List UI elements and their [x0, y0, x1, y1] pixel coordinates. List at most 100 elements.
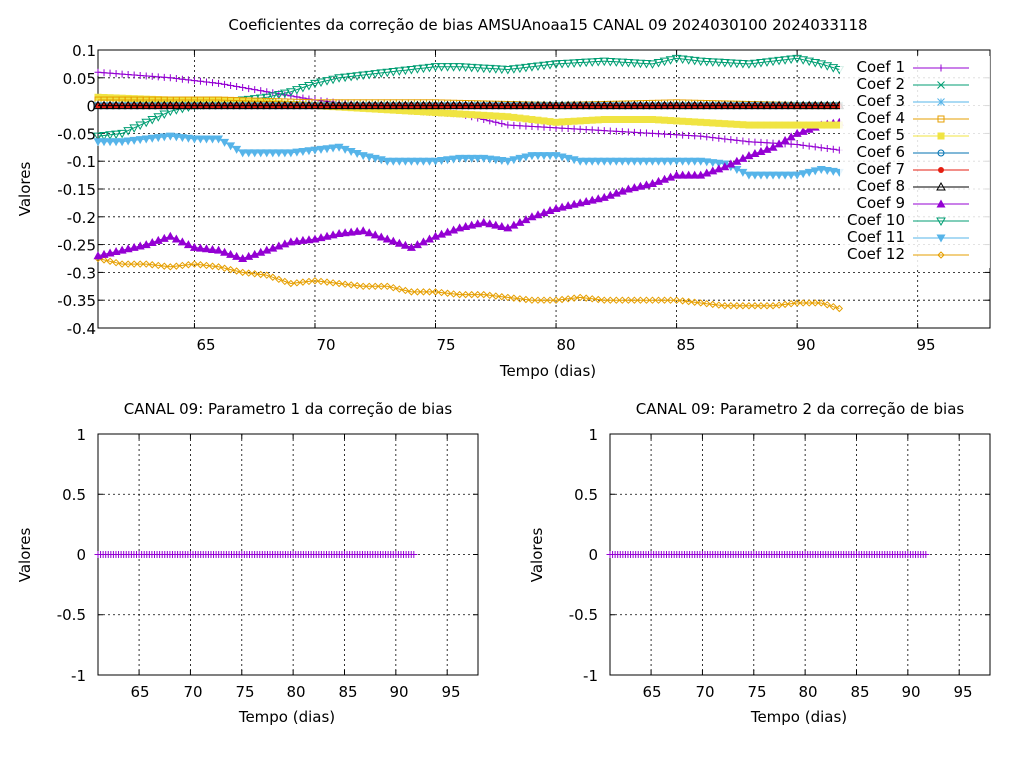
- data-point: [816, 100, 827, 110]
- data-point: [201, 135, 211, 144]
- data-point: [316, 100, 326, 110]
- data-point: [671, 100, 682, 110]
- legend-label: Coef 6: [857, 143, 905, 161]
- data-point: [786, 100, 796, 110]
- data-point: [696, 157, 706, 166]
- data-point: [582, 117, 590, 125]
- x-tick-label: 75: [436, 336, 455, 354]
- data-point: [172, 262, 181, 270]
- data-point: [256, 149, 266, 158]
- x-tick-label: 95: [916, 336, 935, 354]
- data-point: [751, 121, 759, 129]
- data-point: [617, 186, 627, 195]
- data-point: [232, 145, 242, 154]
- data-point: [835, 121, 843, 129]
- data-point: [298, 235, 308, 244]
- data-point: [630, 128, 638, 136]
- data-point: [280, 239, 290, 248]
- data-point: [533, 100, 543, 110]
- data-point: [184, 76, 192, 84]
- data-point: [286, 149, 296, 158]
- data-point: [166, 74, 174, 82]
- data-point: [793, 299, 801, 307]
- data-point: [528, 116, 536, 123]
- data-point: [251, 86, 259, 94]
- data-point: [527, 63, 537, 72]
- data-point: [448, 63, 459, 72]
- data-point: [774, 171, 784, 180]
- data-point: [418, 64, 429, 74]
- data-point: [641, 100, 652, 110]
- data-point: [624, 116, 632, 123]
- data-point: [389, 106, 397, 114]
- data-point: [635, 100, 646, 110]
- data-point: [286, 88, 296, 97]
- data-point: [937, 81, 945, 89]
- data-point: [443, 156, 453, 165]
- data-point: [744, 171, 754, 180]
- data-point: [221, 80, 229, 88]
- data-point: [454, 63, 465, 72]
- data-point: [786, 55, 796, 65]
- data-point: [744, 151, 754, 160]
- data-point: [695, 57, 706, 67]
- data-point: [780, 56, 790, 65]
- data-point: [316, 145, 326, 154]
- data-point: [424, 63, 435, 73]
- data-point: [136, 95, 144, 103]
- data-point: [316, 78, 326, 87]
- data-point: [937, 251, 945, 259]
- data-point: [401, 286, 410, 295]
- data-point: [432, 109, 440, 117]
- data-point: [570, 117, 578, 125]
- data-point: [936, 181, 946, 191]
- data-point: [822, 100, 833, 110]
- x-tick-label: 70: [183, 683, 202, 701]
- data-point: [510, 294, 518, 302]
- data-point: [829, 302, 838, 311]
- data-point: [727, 120, 735, 128]
- data-point: [709, 300, 717, 309]
- data-point: [798, 170, 808, 179]
- data-point: [713, 58, 724, 68]
- data-point: [605, 190, 615, 199]
- data-point: [533, 152, 543, 161]
- data-point: [135, 121, 146, 131]
- data-point: [268, 243, 278, 252]
- data-point: [395, 106, 403, 114]
- data-point: [406, 65, 417, 75]
- data-point: [707, 58, 718, 67]
- data-point: [695, 100, 706, 110]
- data-point: [388, 68, 399, 77]
- data-point: [792, 100, 802, 110]
- data-point: [129, 124, 140, 133]
- data-point: [938, 167, 944, 173]
- data-point: [431, 231, 441, 240]
- data-point: [165, 231, 175, 240]
- data-point: [739, 137, 747, 145]
- data-point: [112, 258, 120, 267]
- data-point: [334, 143, 344, 152]
- data-point: [424, 157, 434, 166]
- x-axis-label: Tempo (dias): [750, 708, 847, 726]
- data-point: [466, 63, 477, 73]
- data-point: [93, 100, 103, 110]
- data-point: [533, 210, 543, 219]
- data-point: [106, 94, 114, 102]
- data-point: [709, 134, 717, 142]
- data-point: [683, 100, 694, 110]
- data-point: [733, 136, 741, 144]
- data-point: [937, 98, 945, 106]
- data-point: [346, 147, 356, 156]
- data-point: [365, 282, 373, 291]
- data-point: [118, 70, 126, 78]
- data-point: [370, 230, 380, 239]
- data-point: [769, 302, 777, 310]
- y-tick-labels: 1 0.5 0 -0.5 -1: [569, 426, 598, 685]
- data-point: [172, 74, 180, 82]
- data-point: [492, 118, 500, 126]
- data-point: [214, 263, 223, 271]
- data-point: [171, 100, 182, 110]
- data-point: [937, 149, 945, 157]
- data-point: [455, 290, 464, 299]
